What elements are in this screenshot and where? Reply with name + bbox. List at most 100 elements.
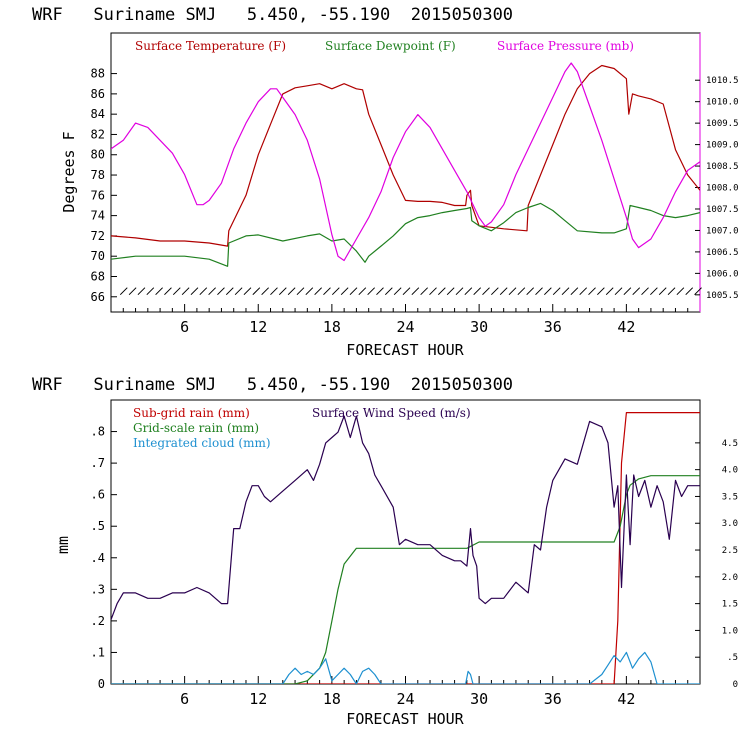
wind-barb [561, 287, 570, 296]
right-tick-label: 1009.5 [706, 119, 739, 129]
x-tick-label: 6 [180, 318, 189, 336]
wind-barb [676, 287, 685, 296]
wind-barb [650, 287, 658, 296]
legend-wind-speed: Surface Wind Speed (m/s) [312, 406, 471, 420]
right-tick-label: 0 [733, 680, 738, 690]
wind-barb [490, 287, 499, 296]
wind-barb [172, 287, 181, 296]
legend-temperature: Surface Temperature (F) [135, 39, 286, 53]
wind-barb [296, 287, 305, 296]
wind-barb [482, 287, 490, 296]
y-tick-label: .6 [91, 488, 105, 502]
right-tick-label: 2.5 [722, 546, 738, 556]
wind-barb [278, 287, 287, 296]
y-tick-label: 76 [91, 188, 105, 202]
wind-barb [384, 287, 393, 296]
top-x-axis-ticks: 6 12 18 24 30 36 42 [122, 304, 689, 336]
right-tick-label: 1006.5 [706, 248, 739, 258]
right-tick-label: 1.5 [722, 600, 738, 610]
right-tick-label: 1007.5 [706, 205, 739, 215]
wind-barb [287, 287, 296, 296]
x-tick-label: 18 [323, 690, 341, 708]
wind-barb [190, 287, 199, 296]
wind-barb [535, 287, 543, 296]
right-tick-label: 4.5 [722, 439, 738, 449]
bottom-x-axis-label: FORECAST HOUR [346, 710, 464, 728]
wind-barb [270, 287, 278, 296]
y-tick-label: 0 [98, 677, 105, 691]
x-tick-label: 42 [617, 690, 635, 708]
y-tick-label: .3 [91, 582, 105, 596]
right-tick-label: 1.0 [722, 626, 738, 636]
wind-barb [261, 287, 269, 296]
wind-barb [119, 287, 128, 296]
y-tick-label: 72 [91, 229, 105, 243]
series-line-surface-dewpoint-f [111, 202, 700, 267]
wind-barb [597, 287, 605, 296]
y-tick-label: .1 [91, 645, 105, 659]
wind-barb [331, 287, 340, 296]
x-tick-label: 30 [470, 690, 488, 708]
top-left-axis-ticks: 66 68 70 72 74 76 78 80 82 84 86 88 [91, 67, 117, 304]
wind-barb [420, 287, 429, 296]
wind-barb [517, 287, 526, 296]
y-tick-label: 84 [91, 107, 105, 121]
y-tick-label: 70 [91, 249, 105, 263]
x-tick-label: 36 [544, 318, 562, 336]
wind-barb [588, 287, 596, 296]
legend-subgrid-rain: Sub-grid rain (mm) [133, 406, 250, 420]
y-tick-label: .7 [91, 456, 105, 470]
wind-barb [393, 287, 402, 296]
wind-barb [614, 287, 623, 296]
wind-barb [437, 287, 446, 296]
wind-barb [694, 287, 702, 296]
wind-barb [543, 287, 552, 296]
bottom-series-group [111, 412, 700, 684]
right-tick-label: 1005.5 [706, 291, 739, 301]
wind-barb [128, 287, 137, 296]
bottom-left-axis-ticks: 0 .1 .2 .3 .4 .5 .6 .7 .8 [91, 425, 117, 691]
wind-barb [552, 287, 561, 296]
bottom-right-axis-ticks: 0 .5 1.0 1.5 2.0 2.5 3.0 3.5 4.0 4.5 [695, 439, 738, 690]
x-tick-label: 36 [544, 690, 562, 708]
top-series-group [111, 62, 700, 267]
legend-pressure: Surface Pressure (mb) [497, 39, 634, 53]
wind-barb [146, 287, 155, 296]
wind-barb [632, 287, 641, 296]
wind-barb [641, 287, 649, 296]
wind-barb [667, 287, 676, 296]
wind-barb [234, 287, 243, 296]
legend-integrated-cloud: Integrated cloud (mm) [133, 436, 271, 450]
wind-barb [473, 287, 482, 296]
wind-barb [208, 287, 216, 296]
x-tick-label: 18 [323, 318, 341, 336]
y-tick-label: .4 [91, 551, 105, 565]
y-tick-label: 80 [91, 148, 105, 162]
x-tick-label: 30 [470, 318, 488, 336]
right-tick-label: 1007.0 [706, 226, 739, 236]
x-tick-label: 12 [249, 318, 267, 336]
y-tick-label: 78 [91, 168, 105, 182]
wind-barb [243, 287, 252, 296]
wind-barb [526, 287, 535, 296]
y-tick-label: 86 [91, 87, 105, 101]
right-tick-label: 1010.5 [706, 76, 739, 86]
top-x-axis-label: FORECAST HOUR [346, 341, 464, 359]
right-tick-label: 1008.0 [706, 184, 739, 194]
right-tick-label: 4.0 [722, 466, 738, 476]
legend-gridscale-rain: Grid-scale rain (mm) [133, 421, 259, 435]
wind-barb [508, 287, 517, 296]
wind-barb [376, 287, 384, 296]
wind-barb [181, 287, 190, 296]
y-tick-label: .8 [91, 425, 105, 439]
wind-barb [605, 287, 614, 296]
right-tick-label: 1010.0 [706, 98, 739, 108]
y-tick-label: 68 [91, 269, 105, 283]
y-tick-label: .2 [91, 614, 105, 628]
series-line-grid-scale-rain-mm [111, 475, 700, 684]
wind-barb [658, 287, 667, 296]
wind-barb [323, 287, 331, 296]
right-tick-label: 2.0 [722, 573, 738, 583]
wind-barb [685, 287, 694, 296]
